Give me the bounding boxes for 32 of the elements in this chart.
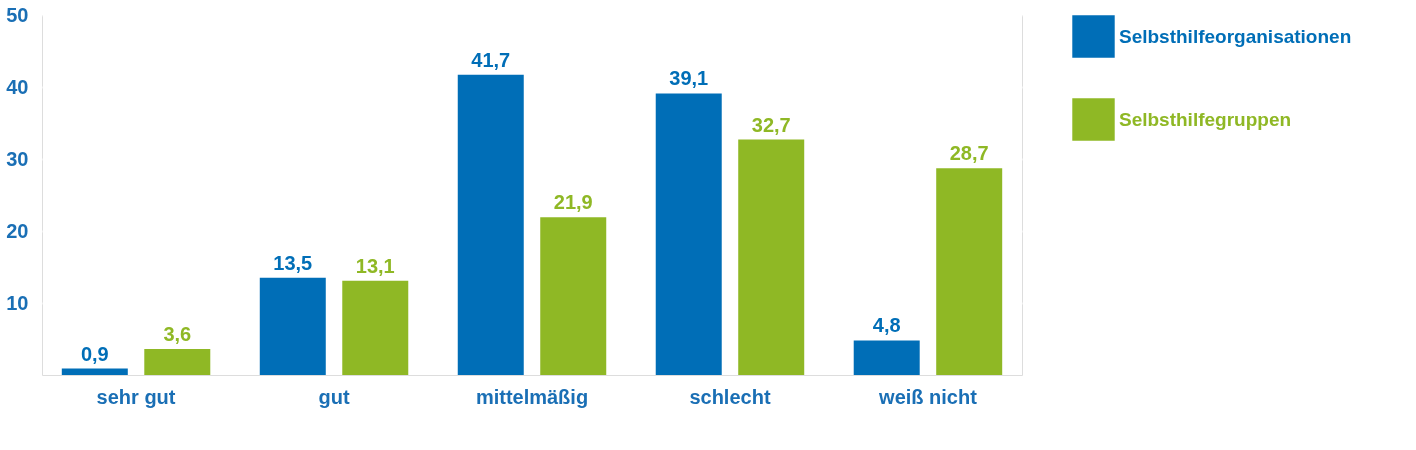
data-label: 21,9	[553, 191, 593, 214]
x-tick-label: weiß nicht	[878, 385, 978, 408]
data-label: 0,9	[80, 342, 109, 365]
bar	[738, 139, 805, 375]
bar	[936, 168, 1003, 375]
data-label: 28,7	[949, 142, 989, 165]
x-tick-label: gut	[318, 385, 350, 408]
legend-label: Selbsthilfeorganisationen	[1119, 25, 1352, 47]
bar	[61, 368, 128, 375]
bar	[655, 93, 722, 375]
bar	[144, 349, 211, 375]
data-label: 4,8	[872, 314, 901, 337]
bar	[853, 340, 920, 375]
x-tick-label: sehr gut	[96, 385, 176, 408]
data-label: 39,1	[669, 67, 709, 90]
bar	[457, 74, 524, 375]
x-tick-label: schlecht	[689, 385, 771, 408]
y-tick-label: 50	[6, 3, 29, 26]
data-label: 3,6	[163, 323, 192, 346]
y-tick-label: 20	[6, 219, 29, 242]
bar	[259, 277, 326, 375]
data-label: 32,7	[751, 113, 791, 136]
y-tick-label: 10	[6, 291, 29, 314]
x-tick-label: mittelmäßig	[475, 385, 589, 408]
bar	[342, 280, 409, 375]
y-tick-label: 30	[6, 147, 29, 170]
data-label: 13,5	[273, 251, 313, 274]
data-label: 13,1	[355, 254, 395, 277]
bar	[540, 217, 607, 375]
data-label: 41,7	[471, 48, 511, 71]
y-tick-label: 40	[6, 75, 29, 98]
legend-label: Selbsthilfegruppen	[1119, 108, 1292, 130]
